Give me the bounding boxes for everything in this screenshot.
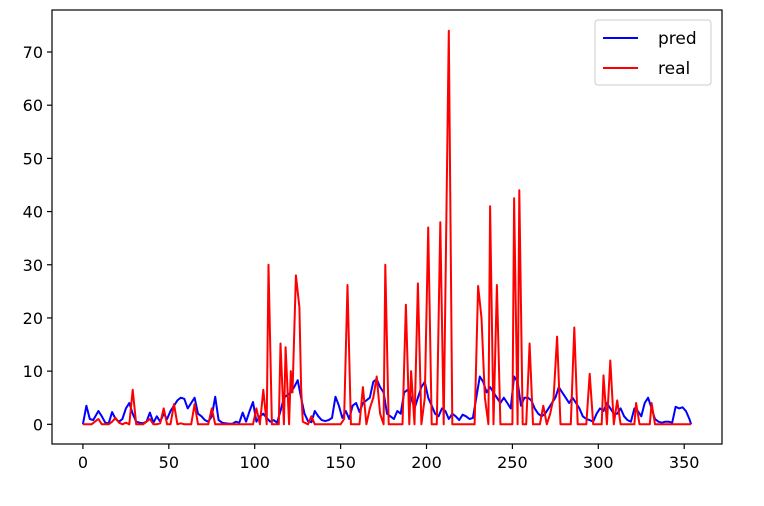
legend-label-real: real bbox=[658, 59, 690, 79]
x-tick-label: 200 bbox=[411, 453, 442, 472]
x-axis: 0 50 100 150 200 250 300 350 bbox=[78, 444, 700, 472]
y-tick-label: 30 bbox=[23, 256, 43, 275]
series-line-real bbox=[82, 29, 692, 426]
y-tick-label: 60 bbox=[23, 96, 43, 115]
plot-frame bbox=[51, 9, 723, 445]
y-tick-label: 20 bbox=[23, 309, 43, 328]
y-tick-label: 70 bbox=[23, 43, 43, 62]
x-tick-label: 350 bbox=[669, 453, 700, 472]
y-tick-label: 40 bbox=[23, 203, 43, 222]
x-tick-label: 50 bbox=[159, 453, 179, 472]
x-tick-label: 250 bbox=[497, 453, 528, 472]
x-tick-label: 150 bbox=[325, 453, 356, 472]
x-tick-label: 100 bbox=[239, 453, 270, 472]
x-tick-label: 300 bbox=[583, 453, 614, 472]
legend: pred real bbox=[594, 19, 712, 86]
y-axis: 0 10 20 30 40 50 60 70 bbox=[23, 43, 52, 434]
legend-label-pred: pred bbox=[658, 29, 697, 49]
plot-lines bbox=[81, 29, 693, 426]
y-tick-label: 50 bbox=[23, 149, 43, 168]
y-tick-label: 10 bbox=[23, 362, 43, 381]
x-tick-label: 0 bbox=[78, 453, 88, 472]
y-tick-label: 0 bbox=[33, 415, 43, 434]
